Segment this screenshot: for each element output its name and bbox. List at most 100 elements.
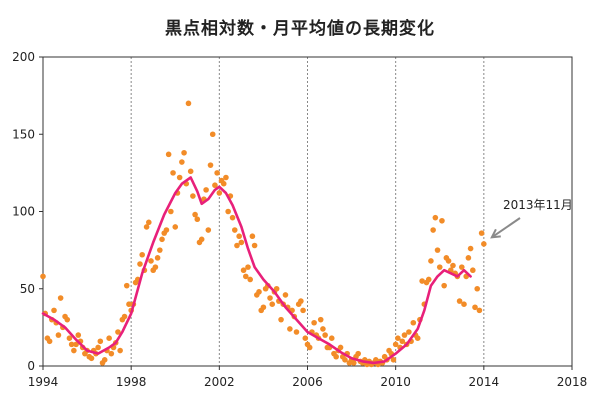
data-point (456, 298, 463, 304)
data-point (240, 267, 247, 274)
data-point (168, 208, 174, 215)
data-point (249, 233, 256, 240)
data-point (146, 219, 152, 226)
data-point (320, 326, 326, 332)
data-point (220, 180, 227, 187)
data-point (123, 282, 130, 289)
data-point (256, 289, 262, 295)
data-point (172, 224, 179, 230)
data-point (476, 307, 483, 314)
data-point (194, 216, 201, 223)
data-point (139, 251, 145, 258)
data-point (46, 338, 53, 345)
data-point (269, 301, 276, 308)
data-point (436, 264, 443, 270)
data-point (287, 326, 293, 332)
x-tick-label: 1998 (116, 375, 147, 389)
data-point (57, 295, 64, 301)
data-point (75, 332, 82, 338)
data-point (170, 170, 176, 176)
data-point (152, 264, 159, 270)
data-point (467, 245, 474, 252)
data-point (267, 295, 273, 301)
line-layer (41, 176, 472, 365)
data-point (108, 350, 115, 357)
smoothed-line (41, 176, 472, 365)
annotation-arrow (491, 217, 521, 239)
data-point (66, 335, 73, 341)
data-point (481, 241, 487, 247)
data-point (302, 335, 309, 341)
data-point (311, 319, 317, 326)
data-point (51, 307, 57, 314)
data-point (209, 131, 216, 138)
data-point (187, 168, 194, 175)
data-point (392, 341, 399, 348)
y-tick-label: 150 (12, 127, 35, 141)
x-tick-label: 2014 (469, 375, 500, 389)
data-point (425, 276, 432, 283)
x-tick-label: 2010 (380, 375, 411, 389)
data-point (148, 258, 154, 264)
data-point (203, 187, 209, 193)
y-tick-label: 200 (12, 50, 35, 64)
data-point (419, 278, 425, 284)
data-point (282, 292, 289, 298)
data-point (414, 335, 421, 341)
data-point (214, 170, 220, 176)
data-point (207, 162, 214, 168)
data-point (121, 313, 128, 320)
data-point (472, 304, 478, 311)
data-point (115, 329, 121, 335)
data-point (342, 357, 348, 363)
data-point (478, 230, 485, 236)
data-point (101, 357, 108, 363)
data-point (251, 242, 258, 249)
data-point (106, 335, 112, 341)
data-point (317, 316, 324, 323)
data-point (212, 182, 218, 189)
data-point (439, 217, 445, 224)
data-point (461, 301, 467, 308)
axis-layer: 1994 1998 2002 2006 2010 2014 2018 0 50 100 150 200 (12, 50, 587, 389)
data-point (223, 174, 229, 181)
data-point (176, 174, 183, 181)
data-point (399, 338, 406, 345)
x-tick-label: 2006 (292, 375, 323, 389)
data-point (245, 264, 251, 270)
data-point (225, 208, 231, 215)
data-point (260, 304, 267, 311)
data-point (441, 282, 447, 289)
data-point (333, 353, 339, 360)
data-point (450, 262, 456, 269)
data-point (117, 347, 123, 354)
data-point (181, 149, 187, 156)
data-point (97, 338, 104, 345)
data-point (159, 236, 165, 243)
data-point (64, 316, 71, 323)
data-point (190, 193, 196, 199)
data-point (395, 335, 401, 341)
annotation-layer: 2013年11月 (490, 198, 573, 239)
data-point (300, 307, 306, 314)
data-point (328, 335, 335, 341)
y-tick-label: 100 (12, 205, 35, 219)
data-point (143, 224, 150, 230)
data-point (406, 329, 412, 335)
data-point (71, 347, 77, 354)
data-point (430, 227, 436, 233)
data-point (306, 344, 313, 351)
data-point (55, 332, 62, 338)
data-point (350, 360, 357, 366)
data-point (229, 214, 236, 221)
data-point (278, 316, 284, 323)
data-point (40, 273, 46, 280)
chart-title: 黒点相対数・月平均値の長期変化 (165, 19, 435, 39)
data-point (163, 227, 170, 233)
data-point (293, 329, 300, 335)
data-point (216, 190, 223, 196)
x-tick-label: 2018 (557, 375, 588, 389)
data-point (192, 211, 198, 218)
data-point (401, 332, 408, 338)
